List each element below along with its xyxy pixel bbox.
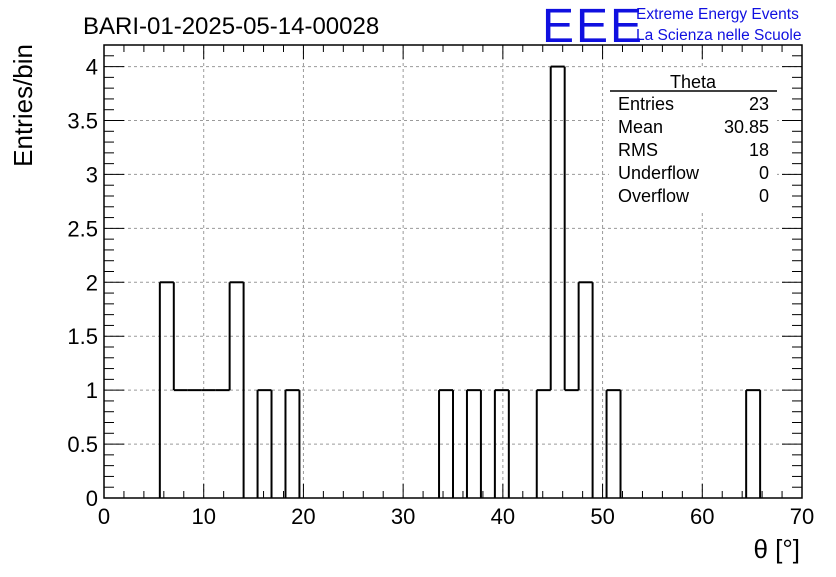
x-tick-label: 60 [690,504,714,529]
stats-box: Theta Entries 23 Mean 30.85 RMS 18 Underflow 0 O… [609,69,777,211]
eee-logo-line1: Extreme Energy Events [636,6,799,23]
x-tick-label: 10 [191,504,215,529]
x-tick-label: 50 [590,504,614,529]
y-tick-label: 4 [86,55,98,80]
stats-label: RMS [618,140,658,160]
x-axis-label: θ [°] [753,534,800,564]
y-tick-label: 0 [86,486,98,511]
stats-value: 18 [749,140,769,160]
stats-title: Theta [670,72,717,92]
histogram-bars [158,65,762,498]
stats-value: 30.85 [724,117,769,137]
y-tick-label: 2 [86,270,98,295]
x-tick-label: 20 [291,504,315,529]
stats-label: Underflow [618,163,700,183]
x-tick-labels: 0 10 20 30 40 50 60 70 [98,504,814,529]
y-tick-label: 2.5 [67,216,98,241]
y-axis-label: Entries/bin [8,44,38,167]
stats-value: 23 [749,94,769,114]
stats-label: Entries [618,94,674,114]
stats-label: Mean [618,117,663,137]
eee-logo-line2: La Scienza nelle Scuole [636,27,801,44]
eee-logo-text: EEE [542,0,644,53]
y-tick-label: 3.5 [67,109,98,134]
chart-title: BARI-01-2025-05-14-00028 [83,13,379,40]
y-tick-labels: 0 0.5 1 1.5 2 2.5 3 3.5 4 [67,55,98,511]
x-tick-label: 0 [98,504,110,529]
stats-value: 0 [759,186,769,206]
x-tick-label: 30 [391,504,415,529]
y-tick-label: 0.5 [67,432,98,457]
y-tick-label: 3 [86,162,98,187]
x-tick-label: 40 [491,504,515,529]
stats-rows: Entries 23 Mean 30.85 RMS 18 Underflow 0 Overflo… [618,94,769,206]
y-tick-label: 1.5 [67,324,98,349]
stats-label: Overflow [618,186,690,206]
axis-ticks [103,44,803,499]
x-tick-label: 70 [790,504,814,529]
y-tick-label: 1 [86,378,98,403]
eee-logo: EEE Extreme Energy Events La Scienza nel… [542,0,801,53]
stats-value: 0 [759,163,769,183]
